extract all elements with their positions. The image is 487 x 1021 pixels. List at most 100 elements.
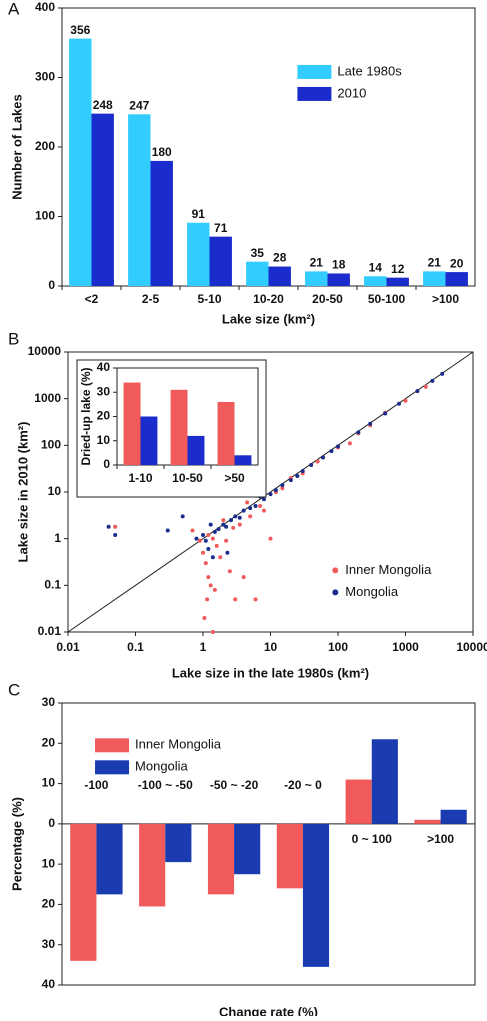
bar xyxy=(91,113,114,286)
y-tick-label: 400 xyxy=(35,0,55,14)
y-axis-label: Lake size in 2010 (km²) xyxy=(15,422,30,563)
y-tick-label: 40 xyxy=(42,977,56,991)
x-tick-label: >50 xyxy=(224,471,245,485)
bar xyxy=(150,160,173,286)
panel-label: A xyxy=(8,0,20,18)
bar xyxy=(170,389,188,465)
point xyxy=(347,441,352,446)
x-tick-label: >100 xyxy=(432,292,459,306)
one-to-one-line xyxy=(67,351,474,633)
point xyxy=(180,514,185,519)
point xyxy=(221,522,226,527)
bar xyxy=(268,266,291,286)
y-tick-label: 20 xyxy=(42,897,56,911)
x-tick-label: 5-10 xyxy=(197,292,221,306)
point xyxy=(197,538,202,543)
bar xyxy=(364,276,387,286)
data-label: 35 xyxy=(251,246,265,260)
x-tick-label: 0.01 xyxy=(56,640,80,654)
point xyxy=(233,514,238,519)
point xyxy=(205,597,210,602)
point xyxy=(216,527,221,532)
plot-frame xyxy=(61,7,476,287)
x-tick-label: 10000 xyxy=(456,640,487,654)
bar xyxy=(234,455,252,465)
data-label: 21 xyxy=(310,256,324,270)
point xyxy=(201,532,205,537)
bar xyxy=(234,823,261,875)
x-tick-label: 0 ~ 100 xyxy=(352,832,393,846)
legend-swatch xyxy=(297,86,332,101)
point xyxy=(203,538,208,543)
y-tick-label: 10 xyxy=(42,856,56,870)
plot-frame xyxy=(61,702,476,986)
point xyxy=(224,538,229,543)
y-tick-label: 10000 xyxy=(28,344,62,358)
y-tick-label: 0.01 xyxy=(38,624,62,638)
x-tick-label: -100 ~ -50 xyxy=(138,778,193,792)
y-tick-label: 30 xyxy=(42,937,56,951)
point xyxy=(218,555,223,560)
point xyxy=(190,528,195,533)
panel-label: B xyxy=(8,329,19,348)
legend-label: Inner Mongolia xyxy=(345,562,432,577)
bar xyxy=(69,38,92,286)
point xyxy=(268,492,273,497)
x-tick-label: -100 xyxy=(84,778,108,792)
point xyxy=(261,497,266,502)
bar xyxy=(440,809,467,824)
legend-label: Mongolia xyxy=(135,759,189,774)
point xyxy=(423,384,428,389)
point xyxy=(229,518,234,523)
point xyxy=(210,536,215,541)
y-tick-label: 1 xyxy=(54,531,61,545)
point xyxy=(225,550,230,555)
data-label: 71 xyxy=(214,221,228,235)
y-tick-label: 10 xyxy=(48,484,62,498)
bar xyxy=(276,823,303,889)
bar xyxy=(423,271,446,286)
bar xyxy=(209,236,232,286)
point xyxy=(227,569,232,574)
bar xyxy=(207,823,235,895)
data-label: 28 xyxy=(273,251,287,265)
x-tick-label: 10-50 xyxy=(172,471,203,485)
point xyxy=(212,587,217,592)
data-label: 248 xyxy=(93,98,113,112)
y-tick-label: 200 xyxy=(35,139,55,153)
point xyxy=(241,575,246,580)
data-label: 18 xyxy=(332,258,346,272)
point xyxy=(248,514,253,519)
point xyxy=(261,508,266,513)
point xyxy=(280,486,285,491)
legend-marker xyxy=(332,589,339,596)
point xyxy=(113,524,118,529)
y-tick-label: 100 xyxy=(41,438,61,452)
panel-label: C xyxy=(8,680,20,699)
y-axis-label: Dried-up lake (%) xyxy=(79,367,93,465)
data-label: 180 xyxy=(152,145,172,159)
y-tick-label: 20 xyxy=(42,735,56,749)
bar xyxy=(414,819,441,824)
point xyxy=(224,524,229,529)
bar xyxy=(128,114,151,287)
point xyxy=(165,528,170,533)
data-label: 12 xyxy=(391,262,405,276)
point xyxy=(295,474,300,479)
point xyxy=(321,455,326,460)
y-axis-label: Number of Lakes xyxy=(9,94,24,199)
y-tick-label: 0.1 xyxy=(44,578,61,592)
legend-label: Inner Mongolia xyxy=(135,737,222,752)
point xyxy=(315,459,320,464)
bar xyxy=(165,823,192,863)
legend-swatch xyxy=(297,64,332,79)
bar xyxy=(187,222,210,286)
point xyxy=(383,411,388,416)
bar xyxy=(123,382,141,465)
point xyxy=(403,398,408,403)
point xyxy=(203,561,208,566)
y-tick-label: 30 xyxy=(42,695,56,709)
point xyxy=(106,524,111,529)
point xyxy=(273,488,278,493)
